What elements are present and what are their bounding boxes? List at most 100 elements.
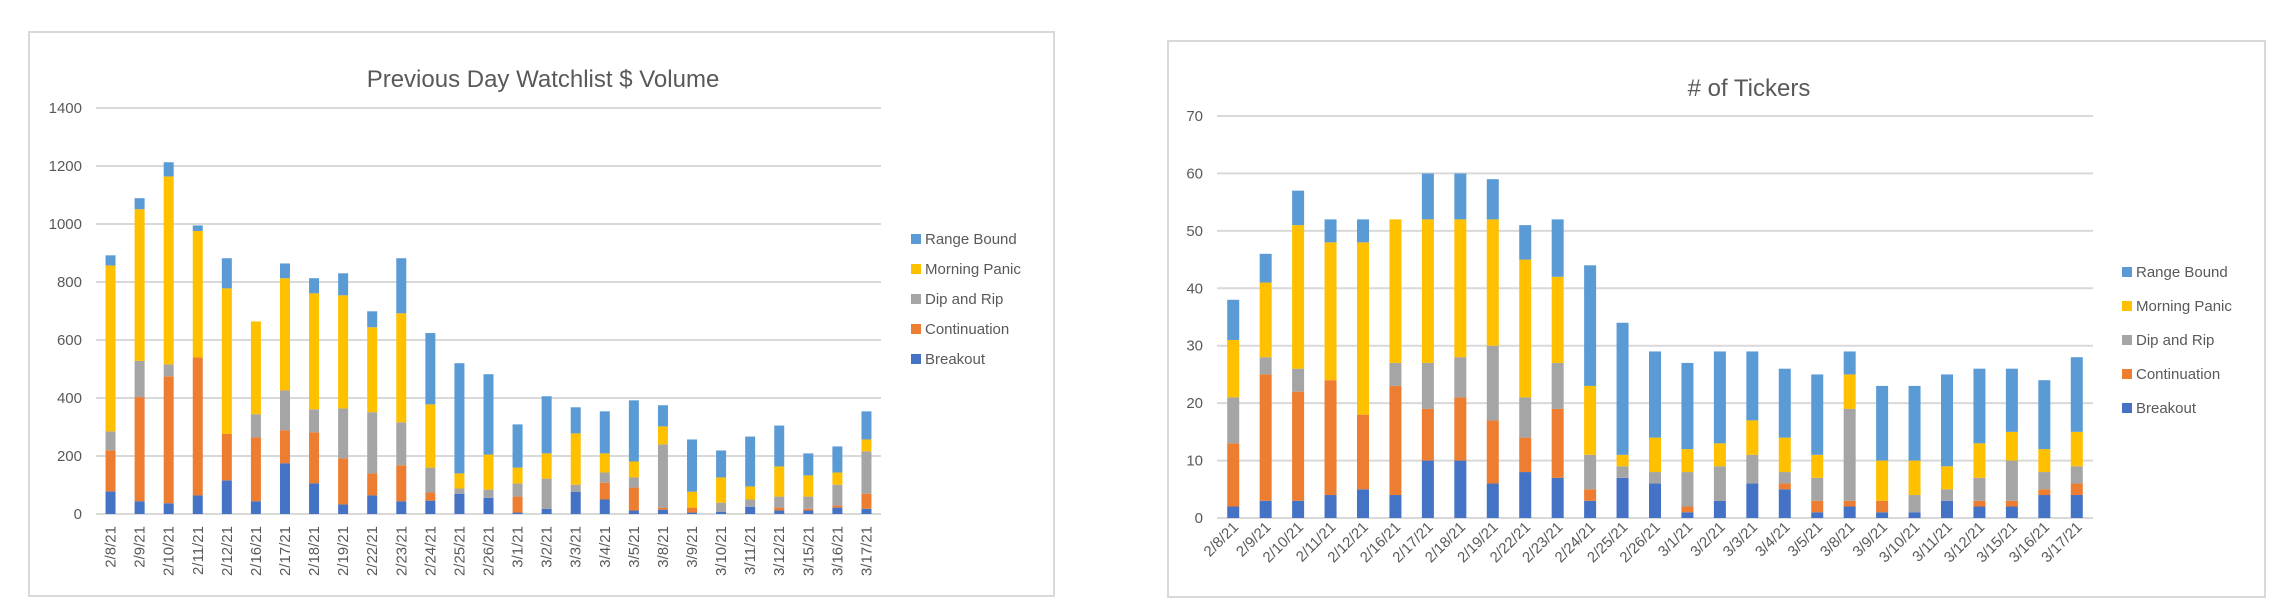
x-tick-label: 3/3/21 <box>568 526 585 568</box>
bar-breakout <box>134 501 145 514</box>
bar-range-bound <box>221 258 232 289</box>
legend-label: Range Bound <box>925 231 1017 248</box>
bar-stack-3-10-21 <box>716 450 727 514</box>
bar-stack-3-1-21 <box>1681 362 1694 518</box>
bar-stack-2-8-21 <box>1227 299 1240 518</box>
bar-dip-and-rip <box>803 496 814 509</box>
bar-dip-and-rip <box>1519 397 1532 438</box>
chart-right-svg: # of Tickers 0 10 20 30 40 50 60 70 2/8/212/9/2… <box>1186 75 2232 566</box>
bar-morning-panic <box>1389 219 1402 363</box>
legend: Range Bound Morning Panic Dip and Rip Conti… <box>2122 264 2232 417</box>
bar-stack-2-25-21 <box>454 363 465 514</box>
bar-range-bound <box>1649 351 1661 438</box>
x-tick-label: 3/15/21 <box>800 526 817 576</box>
chart-title: # of Tickers <box>1688 75 1811 102</box>
legend-label: Range Bound <box>2136 264 2228 281</box>
bar-morning-panic <box>367 327 378 413</box>
bar-dip-and-rip <box>454 488 465 494</box>
bar-range-bound <box>454 363 465 474</box>
bar-dip-and-rip <box>425 467 436 493</box>
bar-stack-2-23-21 <box>396 258 407 514</box>
y-tick-label: 1200 <box>49 158 82 175</box>
bar-stack-2-17-21 <box>1421 173 1434 518</box>
bar-stack-3-8-21 <box>1843 351 1856 518</box>
bar-morning-panic <box>512 467 523 484</box>
bar-range-bound <box>1584 265 1597 386</box>
bar-dip-and-rip <box>861 451 872 494</box>
x-tick-label: 2/22/21 <box>364 526 381 576</box>
x-tick-label: 2/25/21 <box>451 526 468 576</box>
bar-dip-and-rip <box>745 499 756 507</box>
bar-morning-panic <box>541 453 552 479</box>
bar-breakout <box>367 495 378 514</box>
bar-continuation <box>832 505 843 508</box>
bar-stack-3-12-21 <box>774 425 785 514</box>
bar-continuation <box>1486 420 1499 484</box>
bar-range-bound <box>1973 368 1986 444</box>
x-tick-label: 2/17/21 <box>277 526 294 576</box>
legend-item-breakout: Breakout <box>911 351 986 368</box>
bar-range-bound <box>657 405 668 427</box>
bar-dip-and-rip <box>134 360 145 398</box>
x-tick-label: 3/4/21 <box>1752 519 1794 561</box>
legend-label: Breakout <box>925 351 986 368</box>
x-tick-label: 3/11/21 <box>742 526 759 575</box>
bar-breakout <box>1292 500 1305 518</box>
bar-breakout <box>599 499 610 514</box>
bar-range-bound <box>1811 374 1824 455</box>
bar-continuation <box>221 433 232 481</box>
bar-morning-panic <box>1421 219 1434 363</box>
bar-continuation <box>2005 500 2018 507</box>
x-tick-label: 3/3/21 <box>1720 519 1762 561</box>
chart-number-of-tickers: # of Tickers 0 10 20 30 40 50 60 70 2/8/21 2/9/2… <box>1167 40 2266 598</box>
bar-dip-and-rip <box>1681 472 1694 507</box>
bar-range-bound <box>861 411 872 440</box>
x-tick-label: 3/4/21 <box>597 526 614 568</box>
bar-morning-panic <box>1778 437 1791 473</box>
bar-breakout <box>192 495 203 514</box>
bar-breakout <box>1843 506 1856 518</box>
bar-stack-3-2-21 <box>1713 351 1726 518</box>
x-tick-label: 3/2/21 <box>539 526 556 568</box>
bar-range-bound <box>396 258 407 314</box>
y-tick-label: 600 <box>57 332 82 349</box>
x-tick-label: 3/8/21 <box>655 526 672 568</box>
bar-dip-and-rip <box>716 502 727 512</box>
bar-dip-and-rip <box>832 484 843 506</box>
bar-continuation <box>367 473 378 496</box>
bar-continuation <box>1421 408 1434 461</box>
bar-range-bound <box>1259 253 1272 283</box>
bar-breakout <box>657 509 668 514</box>
bar-stack-2-11-21 <box>192 225 203 514</box>
bar-breakout <box>483 497 494 514</box>
bar-dip-and-rip <box>1584 454 1597 490</box>
x-tick-label: 3/2/21 <box>1687 519 1729 561</box>
bar-morning-panic <box>657 426 668 445</box>
bar-range-bound <box>1746 351 1759 421</box>
bar-morning-panic <box>425 404 436 468</box>
legend-swatch <box>2122 335 2132 345</box>
bar-dip-and-rip <box>2070 466 2083 484</box>
bar-breakout <box>832 507 843 514</box>
y-tick-label: 1400 <box>49 100 82 117</box>
bar-morning-panic <box>774 466 785 497</box>
y-tick-label: 200 <box>57 448 82 465</box>
x-tick-label: 2/26/21 <box>481 526 498 576</box>
bar-morning-panic <box>1519 259 1532 398</box>
bar-range-bound <box>367 311 378 328</box>
bar-breakout <box>163 503 174 514</box>
bar-breakout <box>279 463 290 514</box>
bar-breakout <box>541 508 552 514</box>
bar-morning-panic <box>2038 449 2051 473</box>
bar-morning-panic <box>1843 374 1856 409</box>
bar-range-bound <box>1681 362 1694 450</box>
bar-dip-and-rip <box>483 489 494 498</box>
bar-breakout <box>396 501 407 514</box>
bar-dip-and-rip <box>309 409 320 433</box>
bar-breakout <box>745 506 756 514</box>
bar-stack-3-9-21 <box>1876 385 1889 518</box>
bar-continuation <box>396 465 407 502</box>
bar-morning-panic <box>483 454 494 490</box>
bar-continuation <box>1324 380 1337 496</box>
bar-breakout <box>250 501 261 514</box>
